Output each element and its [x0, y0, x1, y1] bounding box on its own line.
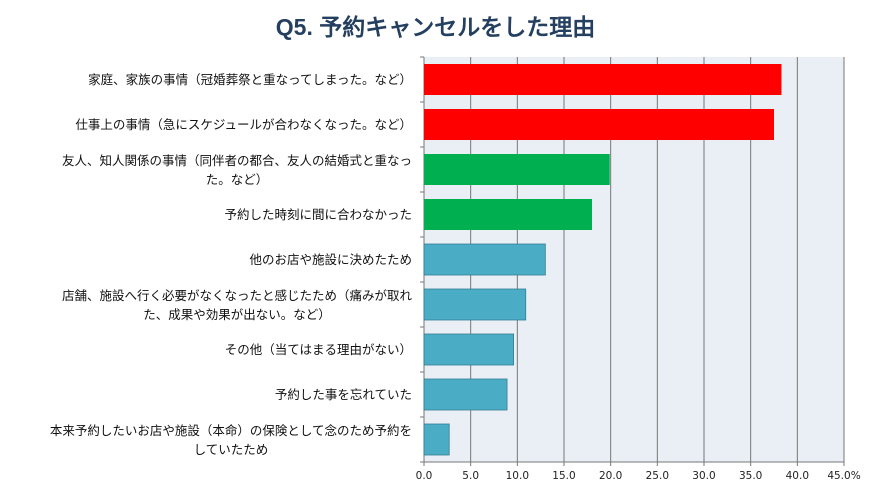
x-tick-label: 40.0 — [785, 470, 810, 482]
x-tick-label: 5.0 — [462, 470, 479, 482]
category-label-text: その他（当てはまる理由がない） — [225, 340, 412, 359]
category-label-line: していたため — [193, 441, 269, 457]
category-label-line: 本来予約したいお店や施設（本命）の保険として念のため予約を — [49, 422, 412, 438]
category-label: その他（当てはまる理由がない） — [0, 340, 412, 359]
category-label-line: 仕事上の事情（急にスケジュールが合わなくなった。など） — [75, 117, 412, 132]
category-label-text: 仕事上の事情（急にスケジュールが合わなくなった。など） — [75, 115, 412, 134]
category-label-text: 家庭、家族の事情（冠婚葬祭と重なってしまった。など） — [88, 70, 412, 89]
category-label: 店舗、施設へ行く必要がなくなったと感じたため（痛みが取れ た、成果や効果が出ない。… — [0, 286, 412, 324]
bar — [423, 378, 508, 411]
bar — [424, 199, 592, 230]
category-label-line: 家庭、家族の事情（冠婚葬祭と重なってしまった。など） — [88, 72, 412, 87]
category-label: 仕事上の事情（急にスケジュールが合わなくなった。など） — [0, 115, 412, 134]
category-label-text: 予約した時刻に間に合わなかった — [224, 205, 412, 224]
category-label: 友人、知人関係の事情（同伴者の都合、友人の結婚式と重なっ た。など） — [0, 151, 412, 189]
bar — [423, 243, 546, 276]
category-label-text: 予約した事を忘れていた — [275, 385, 412, 404]
x-tick-label: 30.0 — [692, 470, 716, 482]
x-tick-label: 0.0 — [415, 470, 433, 482]
category-label: 家庭、家族の事情（冠婚葬祭と重なってしまった。など） — [0, 70, 412, 89]
x-tick-label: 45.0% — [827, 470, 861, 482]
category-label-line: その他（当てはまる理由がない） — [224, 342, 412, 357]
category-label-line: 予約した時刻に間に合わなかった — [224, 207, 412, 222]
x-tick-label: 10.0 — [505, 470, 530, 482]
category-label-line: た、成果や効果が出ない。など） — [143, 306, 331, 322]
x-tick-label: 35.0 — [738, 470, 763, 482]
category-label: 他のお店や施設に決めたため — [0, 250, 412, 269]
bar — [423, 423, 450, 456]
category-label-text: 店舗、施設へ行く必要がなくなったと感じたため（痛みが取れ た、成果や効果が出ない。… — [62, 286, 412, 324]
category-label-line: 予約した事を忘れていた — [274, 387, 412, 402]
category-label-line: 他のお店や施設に決めたため — [249, 252, 412, 267]
bar — [423, 333, 514, 366]
bar — [424, 64, 782, 95]
x-tick-label: 15.0 — [552, 470, 576, 482]
category-label: 予約した時刻に間に合わなかった — [0, 205, 412, 224]
bar — [424, 154, 610, 185]
x-tick-label: 20.0 — [598, 470, 623, 482]
category-label-text: 友人、知人関係の事情（同伴者の都合、友人の結婚式と重なっ た。など） — [62, 151, 412, 189]
category-label-text: 本来予約したいお店や施設（本命）の保険として念のため予約を していたため — [50, 421, 412, 459]
x-tick-label: 25.0 — [645, 470, 670, 482]
category-label-line: 友人、知人関係の事情（同伴者の都合、友人の結婚式と重なっ — [61, 152, 412, 168]
category-label-text: 他のお店や施設に決めたため — [249, 250, 412, 269]
category-label-line: 店舗、施設へ行く必要がなくなったと感じたため（痛みが取れ — [61, 287, 412, 303]
category-label-line: た。など） — [205, 171, 269, 187]
category-label: 予約した事を忘れていた — [0, 385, 412, 404]
bar — [423, 288, 527, 321]
bar — [424, 109, 774, 140]
chart-title: Q5. 予約キャンセルをした理由 — [275, 14, 596, 40]
category-label: 本来予約したいお店や施設（本命）の保険として念のため予約を していたため — [0, 421, 412, 459]
